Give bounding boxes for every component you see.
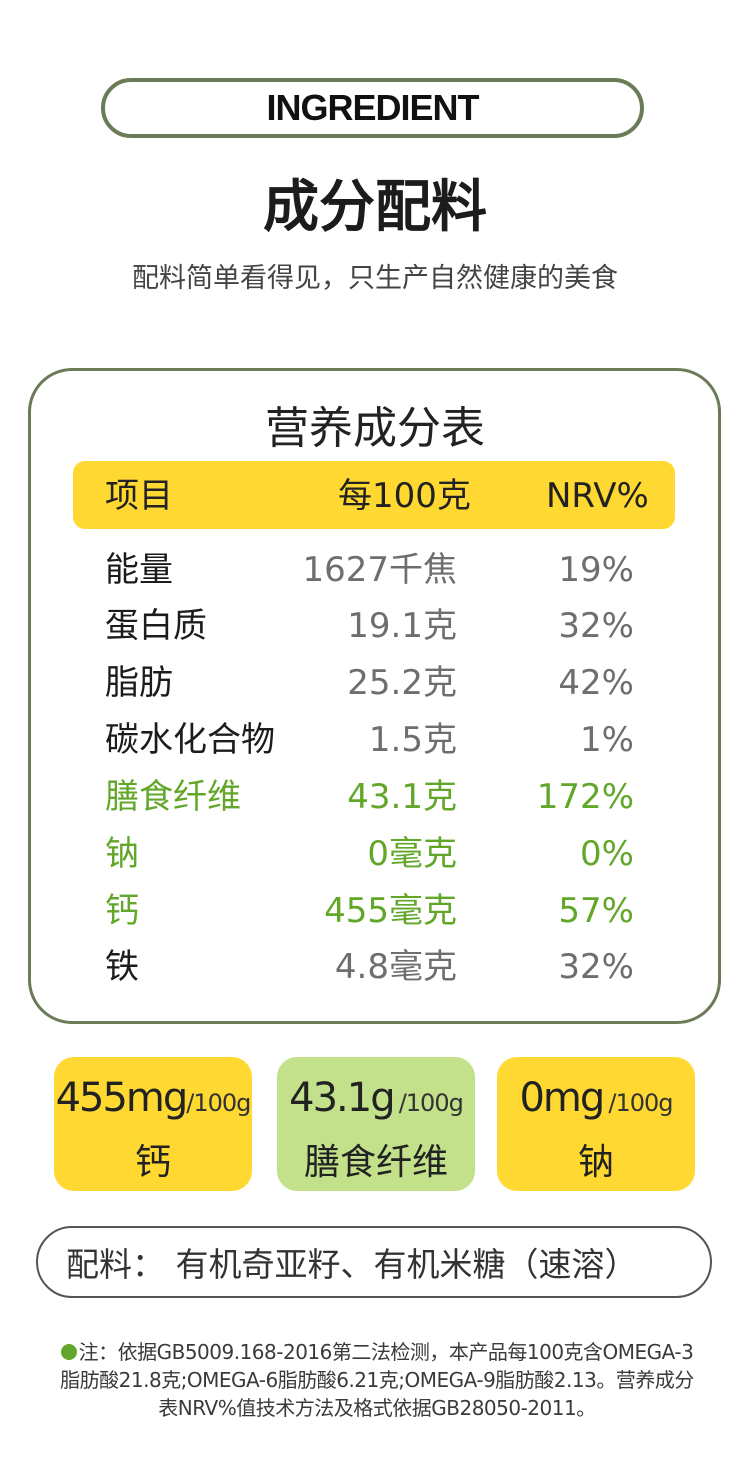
row-name: 能量: [105, 550, 173, 590]
row-amount: 455毫克: [324, 891, 457, 931]
row-nrv: 172%: [536, 777, 634, 817]
nutrition-table-header: [73, 461, 675, 529]
row-name: 膳食纤维: [105, 777, 241, 817]
row-nrv: 19%: [558, 550, 634, 590]
row-name: 钠: [105, 834, 139, 874]
row-name: 碳水化合物: [105, 720, 275, 760]
page-title: 成分配料: [263, 175, 487, 240]
row-name: 铁: [105, 947, 139, 987]
badge-unit: /100g: [398, 1089, 464, 1117]
row-name: 蛋白质: [105, 606, 207, 646]
bullet-dot-icon: [60, 1344, 77, 1360]
row-nrv: 32%: [558, 947, 634, 987]
calcium-badge: 455mg/100g 钙: [54, 1057, 252, 1191]
badge-value: 0mg: [519, 1075, 605, 1121]
row-name: 钙: [105, 891, 139, 931]
ingredients-pill: 配料： 有机奇亚籽、有机米糖（速溶）: [36, 1226, 712, 1298]
badge-label: 膳食纤维: [303, 1142, 448, 1183]
row-nrv: 1%: [580, 720, 634, 760]
footnote-line-1: 注：依据GB5009.168-2016第二法检测，本产品每100克含OMEGA-…: [36, 1338, 718, 1366]
footnote: 注：依据GB5009.168-2016第二法检测，本产品每100克含OMEGA-…: [36, 1338, 718, 1422]
row-amount: 0毫克: [367, 834, 457, 874]
row-nrv: 0%: [580, 834, 634, 874]
row-amount: 43.1克: [347, 777, 457, 817]
row-amount: 25.2克: [347, 663, 457, 703]
sodium-badge: 0mg /100g 钠: [497, 1057, 695, 1191]
badge-unit: /100g: [186, 1089, 251, 1117]
footnote-line-3: 表NRV%值技术方法及格式依据GB28050-2011。: [158, 1396, 596, 1420]
badge-label: 钠: [577, 1142, 614, 1183]
badge-label: 钙: [134, 1142, 171, 1183]
ingredients-text: 配料： 有机奇亚籽、有机米糖（速溶）: [66, 1245, 638, 1284]
row-amount: 4.8毫克: [334, 947, 457, 987]
badge-unit: /100g: [608, 1089, 673, 1117]
column-header-amount: 每100克: [338, 476, 471, 516]
row-nrv: 57%: [558, 891, 634, 931]
row-amount: 19.1克: [347, 606, 457, 646]
row-amount: 1.5克: [368, 720, 457, 760]
ingredient-banner: INGREDIENT: [101, 78, 644, 138]
footnote-line-2: 脂肪酸21.8克;OMEGA-6脂肪酸6.21克;OMEGA-9脂肪酸2.13。…: [60, 1368, 694, 1392]
fiber-badge: 43.1g /100g 膳食纤维: [277, 1057, 475, 1191]
row-name: 脂肪: [105, 663, 173, 703]
page-subtitle: 配料简单看得见，只生产自然健康的美食: [132, 263, 618, 294]
badge-value: 455mg: [55, 1075, 189, 1121]
badge-value: 43.1g: [289, 1075, 395, 1121]
column-header-item: 项目: [105, 476, 173, 516]
column-header-nrv: NRV%: [546, 476, 649, 516]
row-nrv: 42%: [558, 663, 634, 703]
row-amount: 1627千焦: [302, 550, 457, 590]
row-nrv: 32%: [558, 606, 634, 646]
ingredient-banner-text: INGREDIENT: [266, 87, 479, 128]
nutrition-title: 营养成分表: [265, 403, 485, 454]
